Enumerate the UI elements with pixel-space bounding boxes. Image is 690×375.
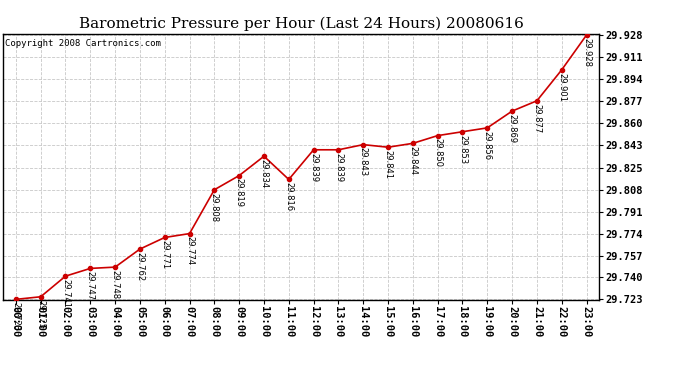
Text: 29.748: 29.748 xyxy=(110,270,119,299)
Text: 29.850: 29.850 xyxy=(433,138,442,167)
Text: 29.819: 29.819 xyxy=(235,178,244,207)
Text: 29.774: 29.774 xyxy=(185,236,194,266)
Text: 29.771: 29.771 xyxy=(160,240,169,269)
Text: Copyright 2008 Cartronics.com: Copyright 2008 Cartronics.com xyxy=(5,39,161,48)
Text: 29.869: 29.869 xyxy=(508,114,517,143)
Text: 29.877: 29.877 xyxy=(533,104,542,133)
Text: 29.928: 29.928 xyxy=(582,38,591,67)
Text: 29.741: 29.741 xyxy=(61,279,70,308)
Text: 29.808: 29.808 xyxy=(210,192,219,222)
Text: 29.723: 29.723 xyxy=(11,302,21,331)
Text: 29.834: 29.834 xyxy=(259,159,268,188)
Text: 29.839: 29.839 xyxy=(309,153,318,182)
Text: 29.853: 29.853 xyxy=(458,135,467,164)
Text: 29.839: 29.839 xyxy=(334,153,343,182)
Text: 29.843: 29.843 xyxy=(359,147,368,177)
Title: Barometric Pressure per Hour (Last 24 Hours) 20080616: Barometric Pressure per Hour (Last 24 Ho… xyxy=(79,17,524,31)
Text: 29.725: 29.725 xyxy=(36,300,45,328)
Text: 29.816: 29.816 xyxy=(284,182,293,212)
Text: 29.841: 29.841 xyxy=(384,150,393,179)
Text: 29.844: 29.844 xyxy=(408,146,417,175)
Text: 29.747: 29.747 xyxy=(86,271,95,300)
Text: 29.762: 29.762 xyxy=(135,252,144,281)
Text: 29.901: 29.901 xyxy=(558,73,566,102)
Text: 29.856: 29.856 xyxy=(483,130,492,160)
